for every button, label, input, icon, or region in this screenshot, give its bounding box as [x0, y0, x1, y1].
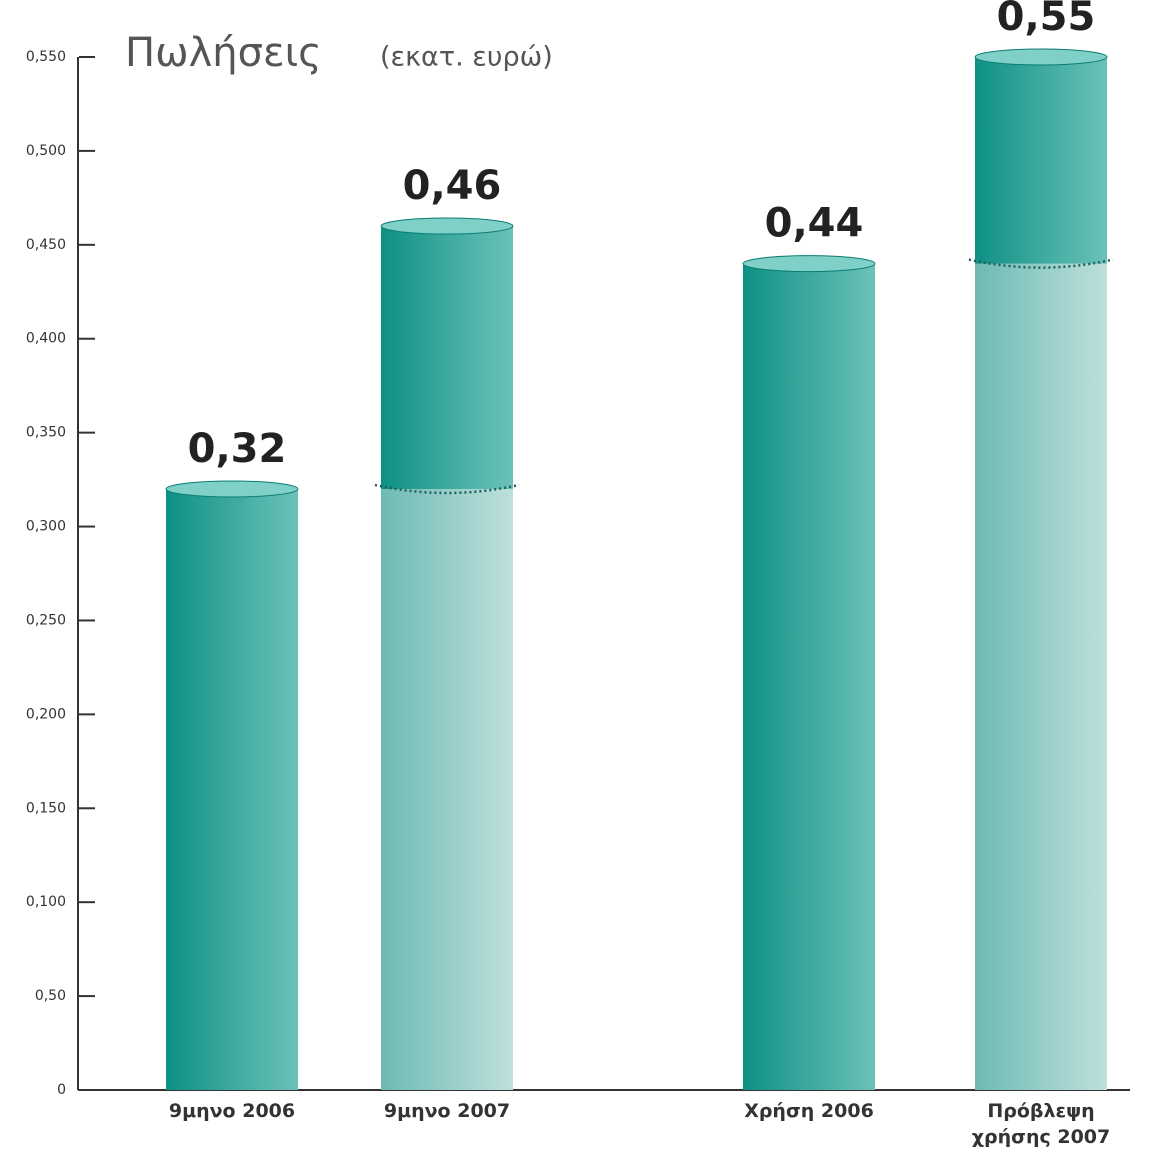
x-tick-label: Πρόβλεψη χρήσης 2007: [971, 1100, 1111, 1148]
bar: [743, 263, 875, 1091]
x-tick-label: 9μηνο 2007: [383, 1100, 511, 1122]
y-tick-label: 0,450: [26, 237, 66, 253]
value-label: 0,55: [997, 0, 1096, 40]
x-tick-label: Χρήση 2006: [744, 1100, 874, 1122]
y-tick-label: 0,300: [26, 519, 66, 535]
bar: [166, 488, 298, 1090]
previous-level-line: [374, 483, 520, 495]
y-tick-label: 0,50: [35, 988, 66, 1004]
y-tick-label: 0,550: [26, 49, 66, 65]
y-tick-label: 0,200: [26, 706, 66, 722]
y-tick-label: 0,150: [26, 800, 66, 816]
y-tick-label: 0,100: [26, 894, 66, 910]
y-tick-label: 0,250: [26, 612, 66, 628]
bar-previous-part: [381, 488, 513, 1090]
bar-cap: [742, 255, 876, 273]
chart-title: Πωλήσεις: [125, 30, 322, 76]
bar-cap: [974, 48, 1108, 66]
y-tick-label: 0: [57, 1082, 66, 1098]
y-tick-label: 0,500: [26, 143, 66, 159]
chart-subtitle: (εκατ. ευρώ): [380, 42, 553, 73]
bar-cap: [380, 217, 514, 235]
x-tick-label: 9μηνο 2006: [168, 1100, 296, 1122]
value-label: 0,44: [765, 201, 864, 247]
bar-previous-part: [975, 263, 1107, 1091]
value-label: 0,32: [188, 426, 287, 472]
y-tick-label: 0,350: [26, 425, 66, 441]
y-tick-label: 0,400: [26, 331, 66, 347]
value-label: 0,46: [403, 163, 502, 209]
previous-level-line: [968, 258, 1114, 269]
bar-cap: [165, 480, 299, 498]
